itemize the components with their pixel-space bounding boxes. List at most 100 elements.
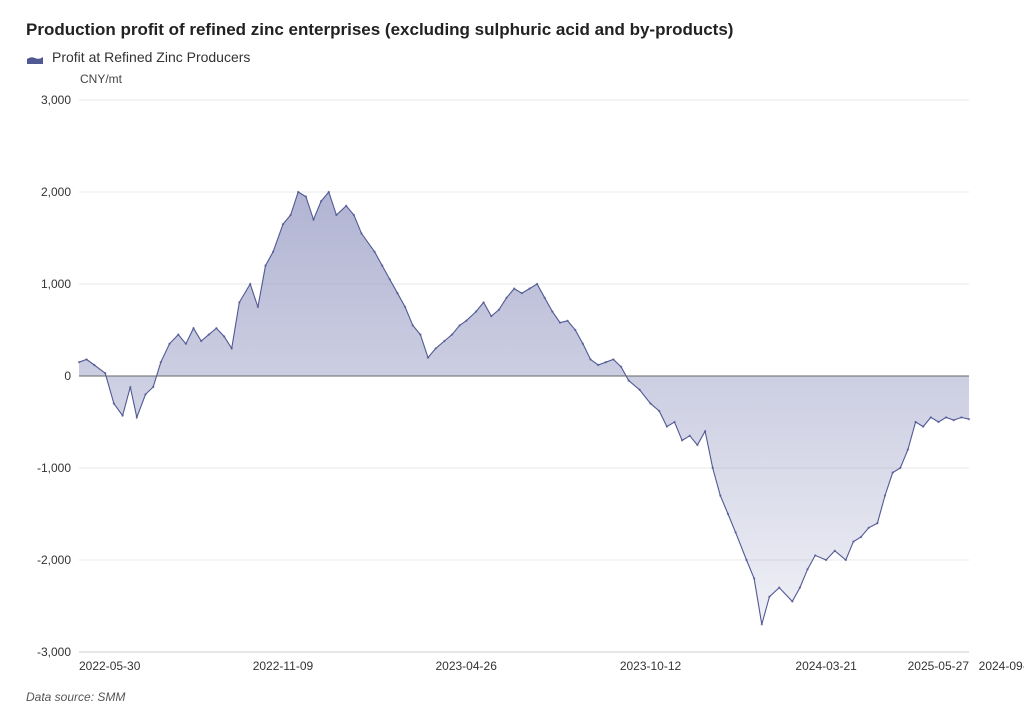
data-point [703, 430, 707, 433]
data-point [680, 439, 684, 442]
data-point [558, 321, 562, 324]
data-point [327, 190, 330, 194]
data-point [373, 250, 376, 253]
data-point [922, 425, 925, 428]
y-axis-unit: CNY/mt [80, 72, 122, 86]
legend[interactable]: Profit at Refined Zinc Producers [26, 49, 250, 65]
data-point [859, 535, 863, 539]
data-point [289, 213, 292, 217]
data-point [944, 416, 948, 419]
data-point [806, 568, 809, 571]
data-point [673, 420, 676, 424]
data-point [159, 361, 162, 364]
data-point [619, 365, 623, 368]
data-point [574, 328, 577, 332]
y-tick-label: 0 [64, 369, 71, 383]
data-point [304, 195, 308, 198]
data-point [426, 356, 430, 359]
data-source-note: Data source: SMM [26, 690, 126, 704]
data-point [192, 327, 195, 330]
data-point [129, 385, 132, 389]
data-point [844, 558, 847, 562]
data-point [121, 414, 124, 417]
series-area [79, 192, 969, 625]
data-point [482, 301, 485, 304]
y-tick-label: -3,000 [37, 645, 71, 659]
data-point [581, 342, 585, 345]
data-point [937, 420, 940, 424]
data-point [760, 623, 763, 626]
x-tick-label: 2024-09-05 [979, 659, 1024, 673]
data-point [665, 425, 669, 428]
data-point [604, 361, 607, 364]
data-point [490, 315, 493, 318]
data-point [222, 335, 226, 338]
data-point [360, 232, 363, 235]
data-point [215, 327, 218, 330]
data-point [726, 512, 730, 516]
data-point [135, 416, 138, 419]
data-point [152, 385, 155, 389]
data-point [443, 339, 446, 343]
data-point [768, 595, 771, 598]
data-point [505, 296, 508, 299]
data-point [824, 558, 828, 562]
data-point [791, 600, 794, 603]
data-point [711, 466, 714, 470]
data-point [513, 287, 516, 290]
y-tick-label: 2,000 [41, 185, 71, 199]
data-point [719, 494, 722, 497]
data-point [833, 549, 836, 552]
data-point [168, 342, 171, 345]
data-point [345, 204, 348, 207]
data-point [520, 292, 523, 295]
data-point [465, 319, 468, 322]
data-point [627, 379, 630, 382]
data-point [929, 416, 932, 419]
data-point [77, 361, 81, 364]
data-point [967, 418, 971, 421]
data-point [381, 264, 384, 267]
data-point [411, 324, 414, 327]
data-point [207, 333, 210, 336]
x-tick-label: 2022-05-30 [79, 659, 141, 673]
data-point [566, 319, 569, 322]
data-point [419, 333, 422, 336]
data-point [403, 305, 407, 309]
legend-swatch-icon [26, 52, 44, 64]
data-point [589, 358, 592, 361]
data-point [612, 358, 615, 361]
y-tick-label: -2,000 [37, 553, 71, 567]
data-point [264, 264, 267, 267]
y-tick-label: 1,000 [41, 277, 71, 291]
data-point [696, 443, 699, 447]
x-tick-label: 2023-10-12 [620, 659, 682, 673]
data-point [388, 278, 391, 281]
data-point [734, 531, 737, 534]
x-tick-label: 2025-05-27 [908, 659, 970, 673]
data-point [798, 586, 802, 589]
data-point [249, 282, 252, 286]
data-point [497, 308, 501, 311]
data-point [543, 296, 546, 299]
data-point [256, 305, 260, 309]
legend-label: Profit at Refined Zinc Producers [52, 49, 251, 65]
y-tick-label: -1,000 [37, 461, 71, 475]
data-point [184, 342, 188, 345]
data-point [200, 339, 203, 343]
data-point [891, 471, 894, 474]
data-point [914, 420, 917, 424]
data-point [93, 363, 96, 367]
data-point [104, 372, 107, 375]
data-point [814, 554, 817, 557]
data-point [281, 223, 285, 226]
data-point [883, 494, 887, 497]
data-point [396, 292, 399, 295]
data-point [960, 416, 963, 419]
data-point [752, 577, 756, 580]
data-point [434, 347, 437, 350]
data-point [876, 522, 879, 525]
x-tick-label: 2024-03-21 [795, 659, 857, 673]
data-point [85, 358, 88, 361]
